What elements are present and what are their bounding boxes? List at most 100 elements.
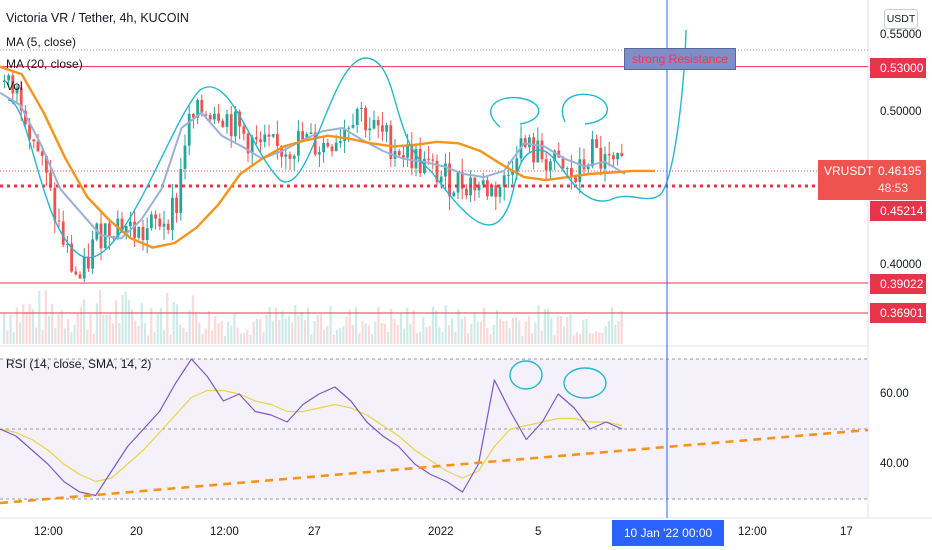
volume-bar bbox=[393, 318, 396, 344]
candle-body bbox=[452, 192, 456, 197]
volume-bar bbox=[12, 332, 15, 344]
volume-bar bbox=[127, 300, 130, 344]
volume-bar bbox=[249, 335, 252, 344]
candle-body bbox=[49, 172, 52, 188]
volume-bar bbox=[92, 333, 95, 344]
volume-bar bbox=[57, 314, 60, 344]
candle-body bbox=[574, 177, 577, 183]
strong-resistance-note[interactable]: strong Resistance bbox=[624, 48, 736, 70]
volume-bar bbox=[361, 320, 364, 344]
volume-bar bbox=[252, 321, 255, 344]
volume-bar bbox=[563, 326, 566, 344]
candle-body bbox=[431, 159, 435, 161]
volume-bar bbox=[534, 322, 537, 344]
candle-body bbox=[87, 256, 90, 269]
candle-body bbox=[141, 226, 145, 240]
volume-bar bbox=[595, 331, 598, 344]
volume-bar bbox=[134, 320, 137, 344]
rsi-axis-label: 40.00 bbox=[880, 458, 909, 470]
candle-body bbox=[225, 114, 229, 127]
volume-bar bbox=[556, 316, 559, 344]
candle-body bbox=[208, 115, 212, 120]
volume-bar bbox=[19, 322, 22, 344]
volume-bar bbox=[335, 330, 338, 344]
candle-body bbox=[57, 220, 61, 222]
price-axis-label: 0.50000 bbox=[880, 106, 922, 118]
price-axis-label: 0.55000 bbox=[880, 29, 922, 41]
time-axis-label: 12:00 bbox=[738, 526, 767, 538]
ma20-line bbox=[0, 65, 655, 249]
candle-body bbox=[427, 158, 430, 160]
peak-circle bbox=[561, 93, 608, 125]
candle-body bbox=[40, 151, 44, 156]
volume-bar bbox=[227, 321, 230, 344]
volume-bar bbox=[412, 310, 415, 344]
volume-bar bbox=[515, 317, 518, 344]
candle-body bbox=[498, 186, 502, 197]
candle-body bbox=[435, 160, 439, 183]
volume-bar bbox=[303, 319, 306, 344]
volume-bar bbox=[383, 323, 386, 344]
candle-body bbox=[11, 75, 15, 94]
candle-body bbox=[599, 147, 603, 169]
candle-body bbox=[351, 124, 355, 128]
candle-body bbox=[246, 133, 250, 154]
candle-body bbox=[414, 149, 418, 169]
volume-bar bbox=[598, 332, 601, 344]
candle-body bbox=[162, 223, 166, 227]
candle-body bbox=[284, 154, 288, 157]
candle-body bbox=[536, 140, 540, 163]
volume-bar bbox=[6, 330, 9, 344]
candle-body bbox=[477, 184, 481, 191]
volume-bar bbox=[265, 314, 268, 344]
volume-bar bbox=[367, 325, 370, 344]
candle-body bbox=[7, 75, 10, 81]
volume-bar bbox=[198, 322, 201, 344]
volume-bar bbox=[255, 318, 258, 344]
volume-legend[interactable]: Vol bbox=[6, 79, 23, 93]
volume-bar bbox=[499, 318, 502, 344]
rsi-legend[interactable]: RSI (14, close, SMA, 14, 2) bbox=[6, 357, 152, 371]
candle-body bbox=[137, 226, 141, 238]
volume-bar bbox=[191, 295, 194, 344]
candle-body bbox=[301, 131, 304, 140]
candle-body bbox=[490, 185, 493, 197]
price-axis-label: 0.40000 bbox=[880, 259, 922, 271]
candle-body bbox=[376, 120, 380, 126]
current-symbol: VRUSDT bbox=[824, 164, 874, 178]
volume-bar bbox=[339, 328, 342, 344]
volume-bar bbox=[547, 308, 550, 344]
candle-body bbox=[410, 144, 414, 169]
candle-body bbox=[372, 120, 376, 129]
candle-body bbox=[389, 125, 393, 159]
rsi-peak-circle bbox=[563, 367, 607, 399]
candle-body bbox=[502, 175, 506, 187]
candle-body bbox=[179, 168, 183, 213]
volume-bar bbox=[278, 320, 281, 344]
candle-body bbox=[45, 155, 48, 173]
volume-bar bbox=[435, 310, 438, 344]
volume-bar bbox=[467, 333, 470, 344]
volume-bar bbox=[518, 320, 521, 344]
currency-button[interactable]: USDT bbox=[884, 9, 918, 29]
candle-body bbox=[276, 134, 279, 146]
volume-bar bbox=[617, 321, 620, 344]
volume-bar bbox=[463, 316, 466, 344]
candle-body bbox=[620, 152, 624, 157]
volume-bar bbox=[559, 315, 562, 344]
volume-bar bbox=[476, 321, 479, 344]
volume-bar bbox=[473, 311, 476, 344]
ma20-legend[interactable]: MA (20, close) bbox=[6, 57, 83, 71]
volume-bar bbox=[582, 320, 585, 344]
volume-bar bbox=[217, 323, 220, 344]
candle-body bbox=[78, 274, 82, 279]
candle-body bbox=[544, 159, 548, 171]
candle-body bbox=[66, 243, 69, 245]
ma5-legend[interactable]: MA (5, close) bbox=[6, 35, 77, 49]
candle-body bbox=[347, 127, 351, 129]
volume-bar bbox=[307, 307, 310, 344]
volume-bar bbox=[607, 321, 610, 344]
volume-bar bbox=[572, 335, 575, 344]
volume-bar bbox=[67, 319, 70, 344]
